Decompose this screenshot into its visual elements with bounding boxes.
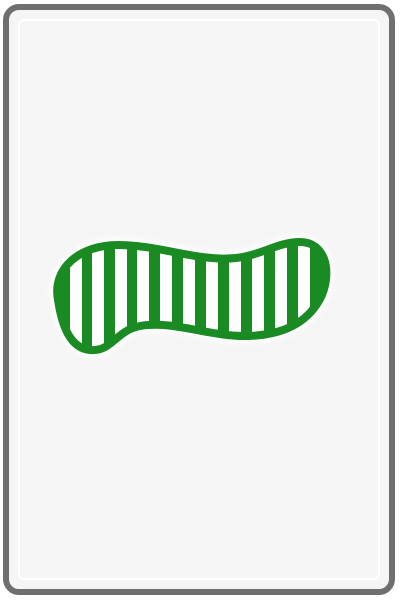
- squiggle-outline: [53, 238, 331, 355]
- stripe: [115, 242, 127, 351]
- stripe: [252, 242, 264, 351]
- stripe: [229, 242, 241, 351]
- card-face: [18, 19, 380, 580]
- squiggle-stripes: [70, 242, 310, 351]
- stripe: [206, 242, 218, 351]
- stripe: [92, 242, 104, 351]
- stripe: [298, 242, 310, 351]
